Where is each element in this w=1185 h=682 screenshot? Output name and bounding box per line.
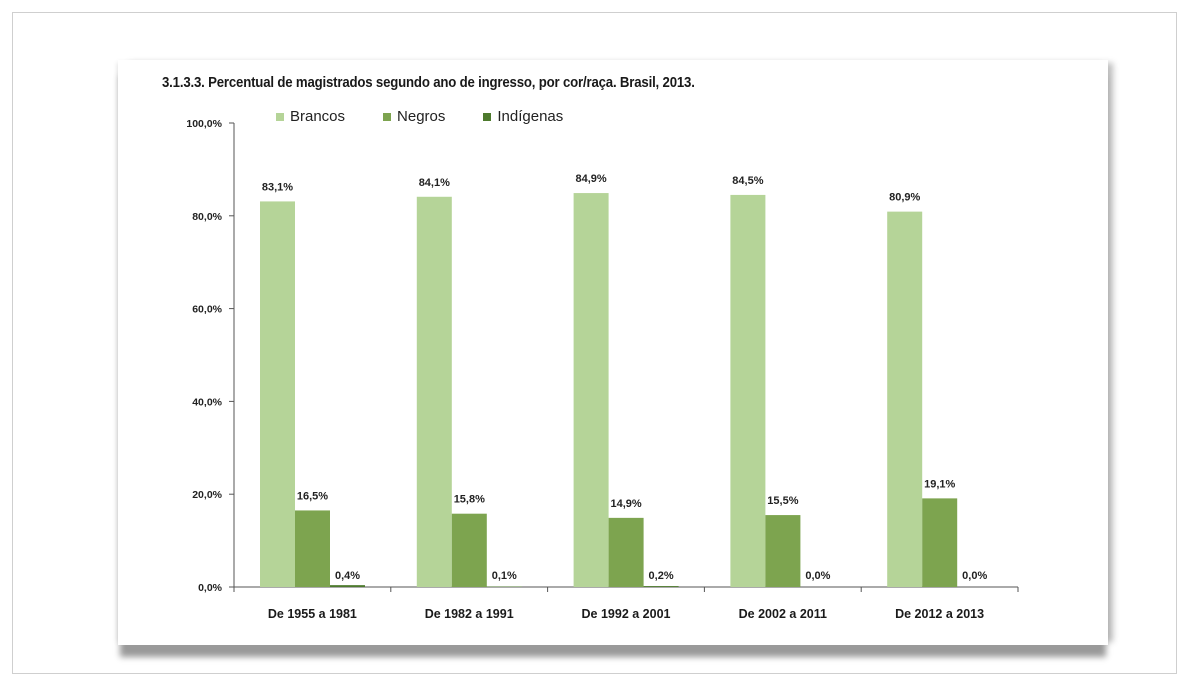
data-label: 0,0%: [805, 570, 830, 582]
bar-brancos: [730, 194, 766, 588]
bar-indgenas: [643, 586, 679, 587]
chart-title: 3.1.3.3. Percentual de magistrados segun…: [162, 74, 695, 91]
legend: Brancos Negros Indígenas: [276, 108, 563, 125]
bar-negros: [451, 513, 487, 587]
bar-brancos: [887, 211, 923, 587]
legend-label-indigenas: Indígenas: [497, 108, 564, 125]
x-category-label: De 2012 a 2013: [895, 607, 984, 621]
data-label: 84,1%: [419, 177, 450, 189]
bar-indgenas: [330, 585, 365, 587]
legend-label-brancos: Brancos: [290, 108, 346, 125]
data-label: 0,2%: [649, 570, 674, 582]
bar-brancos: [573, 193, 609, 587]
data-label: 84,5%: [732, 175, 763, 187]
bar-negros: [608, 517, 644, 587]
x-category-label: De 1992 a 2001: [582, 607, 671, 621]
legend-item-negros: Negros: [383, 108, 445, 125]
legend-swatch-negros: [383, 112, 392, 121]
y-tick-label: 0,0%: [198, 582, 223, 594]
data-label: 19,1%: [924, 478, 955, 490]
y-tick-label: 100,0%: [186, 118, 222, 130]
bar-brancos: [260, 201, 295, 587]
data-label: 0,4%: [335, 570, 360, 582]
legend-swatch-brancos: [276, 112, 284, 121]
bar-brancos: [416, 196, 452, 587]
data-label: 15,5%: [767, 495, 798, 507]
bar-negros: [295, 510, 330, 587]
y-tick-label: 20,0%: [192, 489, 222, 501]
legend-item-indigenas: Indígenas: [483, 108, 563, 125]
y-tick-label: 60,0%: [192, 304, 222, 316]
data-label: 84,9%: [575, 173, 606, 185]
x-category-label: De 1982 a 1991: [425, 607, 514, 621]
data-label: 80,9%: [889, 192, 920, 204]
x-category-label: De 1955 a 1981: [268, 607, 357, 621]
y-tick-label: 80,0%: [192, 211, 222, 223]
legend-label-negros: Negros: [397, 108, 446, 125]
x-category-label: De 2002 a 2011: [739, 607, 827, 621]
legend-item-brancos: Brancos: [276, 108, 345, 125]
bar-chart-plot: 0,0% 20,0% 40,0% 60,0% 80,0% 100,0% De 1955 a …: [186, 118, 1019, 621]
data-label: 0,1%: [492, 570, 517, 582]
data-label: 15,8%: [454, 494, 485, 506]
data-label: 14,9%: [610, 498, 641, 510]
data-label: 83,1%: [262, 181, 293, 193]
legend-swatch-indigenas: [483, 112, 492, 121]
bar-negros: [765, 515, 801, 587]
bar-negros: [922, 498, 958, 587]
chart-card: 3.1.3.3. Percentual de magistrados segun…: [118, 60, 1108, 645]
data-label: 16,5%: [297, 490, 328, 502]
y-tick-label: 40,0%: [192, 396, 222, 408]
data-label: 0,0%: [962, 570, 987, 582]
